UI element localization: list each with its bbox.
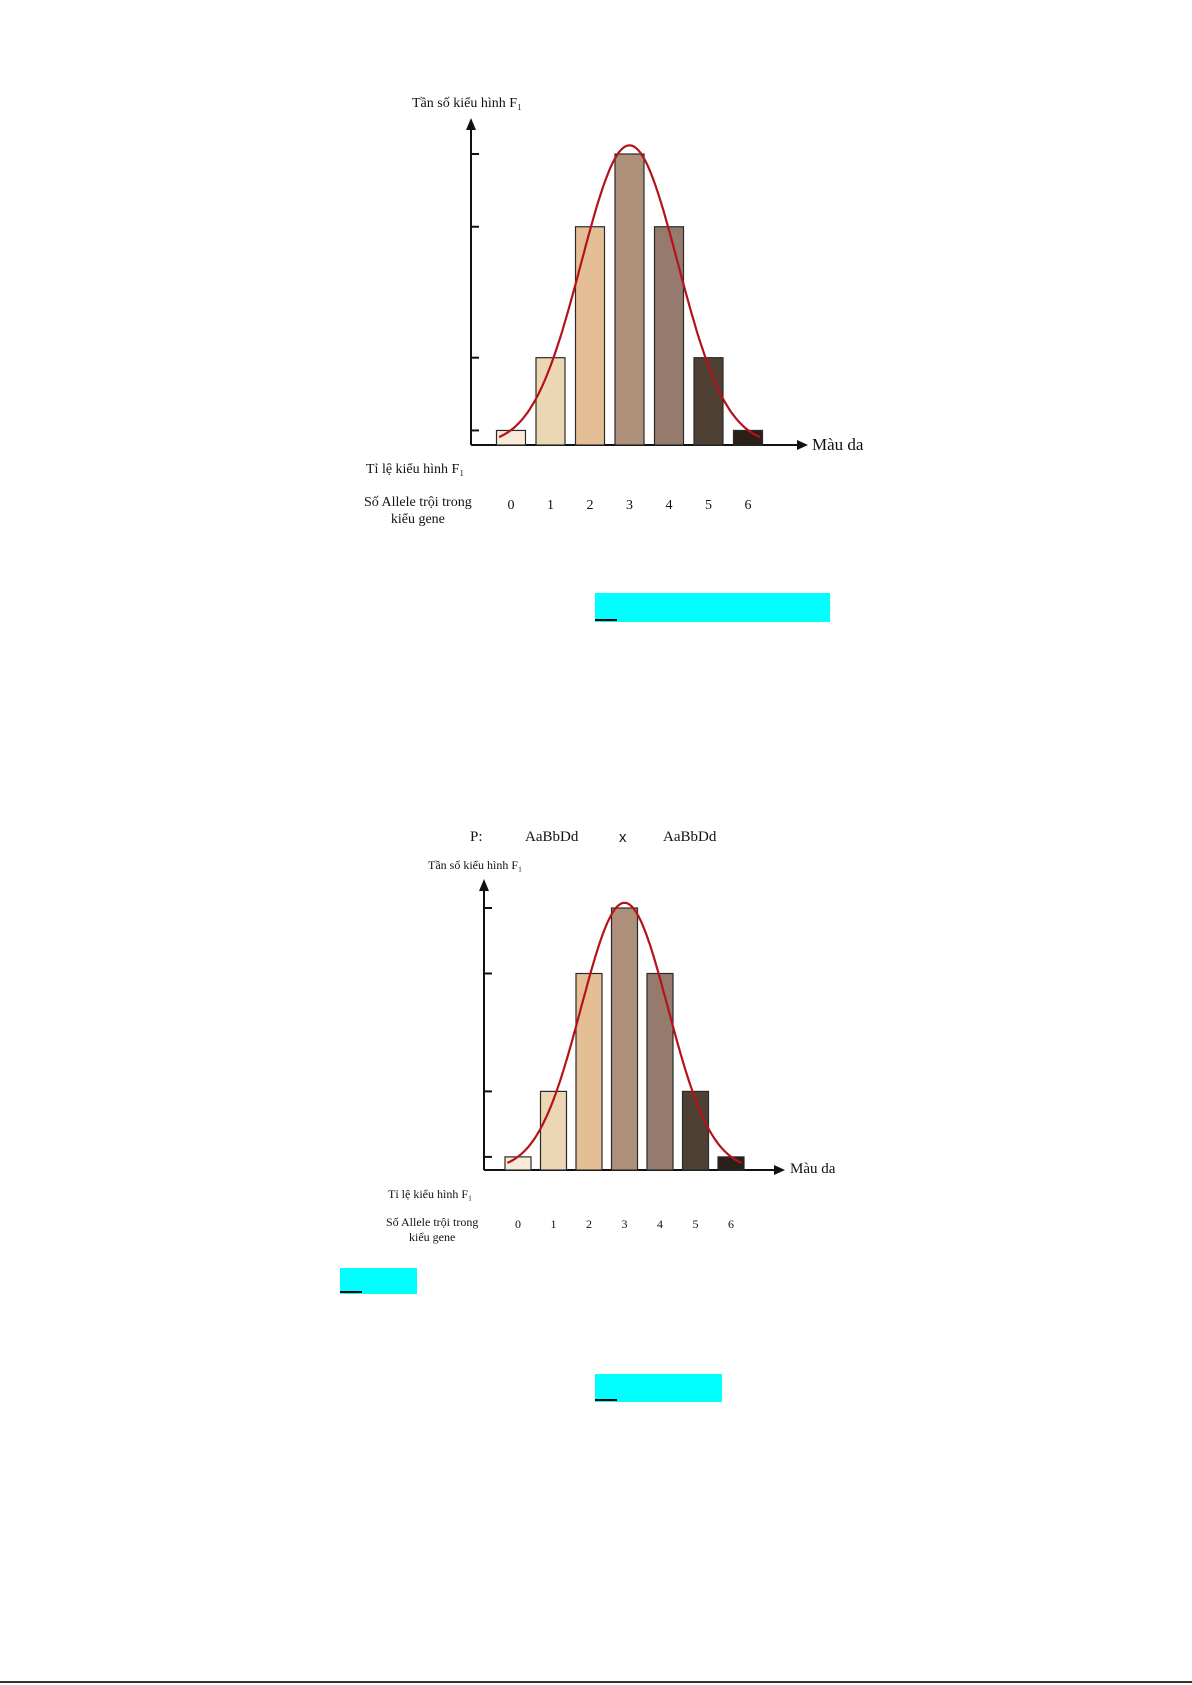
fig1-bar-5 xyxy=(693,357,724,446)
fig1-bar-3 xyxy=(614,153,645,446)
fig2-y-axis-arrow xyxy=(479,879,489,891)
highlight-box-3 xyxy=(595,1374,722,1402)
fig2-bar-4 xyxy=(646,972,674,1171)
fig2-bar-6 xyxy=(717,1156,745,1171)
fig1-row2-label-line2: kiểu gene xyxy=(390,512,445,527)
fig2-category-label-0: 0 xyxy=(515,1217,521,1231)
highlight-box-2 xyxy=(340,1268,417,1294)
fig2-category-label-1: 1 xyxy=(550,1217,557,1231)
cross-parent2: AaBbDd xyxy=(663,829,717,845)
fig1-xlabel: Màu da xyxy=(812,435,864,454)
fig1-bar-4 xyxy=(653,226,685,446)
fig2-category-label-3: 3 xyxy=(621,1217,628,1231)
page-bottom-rule xyxy=(0,1681,1192,1683)
fig2-category-label-2: 2 xyxy=(586,1217,592,1231)
fig2-bar-1 xyxy=(539,1090,568,1171)
fig1-category-label-0: 0 xyxy=(507,498,515,513)
fig2-chart xyxy=(479,879,785,1175)
fig2-bar-3 xyxy=(610,907,639,1171)
fig1-category-label-6: 6 xyxy=(744,498,752,513)
fig2-distribution-curve xyxy=(506,901,743,1164)
fig2-category-label-5: 5 xyxy=(692,1217,699,1231)
cross-prefix: P: xyxy=(470,829,483,845)
fig1-category-label-1: 1 xyxy=(547,498,554,513)
fig1-category-label-2: 2 xyxy=(586,498,594,513)
fig1-row2-label: Số Allele trội trong kiểu gene xyxy=(364,494,472,528)
fig2-xlabel: Màu da xyxy=(790,1161,836,1177)
fig1-bar-2 xyxy=(574,226,606,446)
cross-parent1: AaBbDd xyxy=(525,829,579,845)
fig1-chart xyxy=(466,118,808,450)
fig2-category-label-6: 6 xyxy=(728,1217,734,1231)
fig2-row2-label: Số Allele trội trong kiểu gene xyxy=(386,1215,478,1245)
fig2-bar-0 xyxy=(504,1156,532,1171)
fig1-category-label-4: 4 xyxy=(665,498,673,513)
highlight-box-1 xyxy=(595,593,830,622)
fig2-row2-label-line1: Số Allele trội trong xyxy=(386,1215,479,1229)
fig1-category-label-5: 5 xyxy=(705,498,712,513)
fig2-ylabel: Tần số kiểu hình F₁ xyxy=(428,858,523,872)
fig2-row2-label-line2: kiểu gene xyxy=(409,1230,456,1244)
fig2-bar-5 xyxy=(681,1090,710,1171)
fig1-distribution-curve xyxy=(498,144,761,439)
fig1-bar-1 xyxy=(535,357,566,446)
fig1-y-axis-arrow xyxy=(466,118,476,130)
fig1-category-label-3: 3 xyxy=(626,498,633,513)
fig2-category-label-4: 4 xyxy=(657,1217,663,1231)
fig1-row1-label: Tỉ lệ kiểu hình F₁ xyxy=(366,462,465,477)
fig2-row1-label: Tỉ lệ kiểu hình F₁ xyxy=(388,1187,473,1201)
fig1-x-axis-arrow xyxy=(797,440,808,450)
cross-symbol: x xyxy=(619,829,627,846)
fig1-row2-label-line1: Số Allele trội trong xyxy=(364,495,472,510)
fig2-bar-2 xyxy=(575,972,603,1171)
fig2-x-axis-arrow xyxy=(774,1165,785,1175)
fig1-ylabel: Tần số kiểu hình F₁ xyxy=(412,96,522,111)
